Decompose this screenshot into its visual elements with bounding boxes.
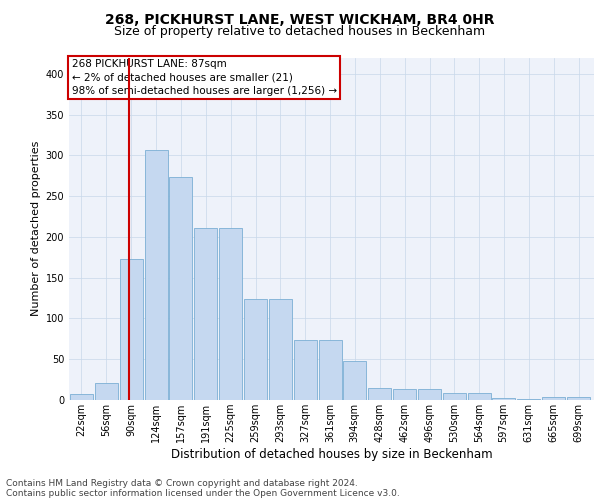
Bar xyxy=(244,299,267,400)
Bar xyxy=(269,299,292,400)
Bar xyxy=(95,383,118,400)
X-axis label: Distribution of detached houses by size in Beckenham: Distribution of detached houses by size … xyxy=(170,448,493,461)
Y-axis label: Number of detached properties: Number of detached properties xyxy=(31,141,41,316)
Bar xyxy=(567,396,590,400)
Bar xyxy=(393,388,416,400)
Bar xyxy=(343,361,366,400)
Text: 268, PICKHURST LANE, WEST WICKHAM, BR4 0HR: 268, PICKHURST LANE, WEST WICKHAM, BR4 0… xyxy=(105,12,495,26)
Bar xyxy=(145,150,168,400)
Text: Size of property relative to detached houses in Beckenham: Size of property relative to detached ho… xyxy=(115,25,485,38)
Bar xyxy=(294,340,317,400)
Bar xyxy=(194,228,217,400)
Bar xyxy=(368,388,391,400)
Bar xyxy=(169,178,192,400)
Bar xyxy=(443,392,466,400)
Text: Contains HM Land Registry data © Crown copyright and database right 2024.: Contains HM Land Registry data © Crown c… xyxy=(6,478,358,488)
Bar xyxy=(319,340,342,400)
Bar xyxy=(517,399,540,400)
Bar xyxy=(70,394,93,400)
Text: Contains public sector information licensed under the Open Government Licence v3: Contains public sector information licen… xyxy=(6,488,400,498)
Bar xyxy=(493,398,515,400)
Bar xyxy=(120,259,143,400)
Bar xyxy=(542,396,565,400)
Bar xyxy=(468,392,491,400)
Bar xyxy=(418,388,441,400)
Text: 268 PICKHURST LANE: 87sqm
← 2% of detached houses are smaller (21)
98% of semi-d: 268 PICKHURST LANE: 87sqm ← 2% of detach… xyxy=(71,59,337,96)
Bar xyxy=(219,228,242,400)
